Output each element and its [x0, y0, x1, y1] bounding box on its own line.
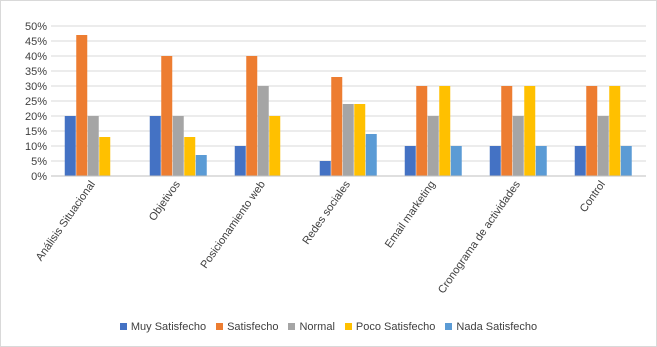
y-tick-label: 10% [25, 141, 47, 153]
bar-poco-satisfecho [354, 104, 366, 176]
bar-poco-satisfecho [609, 86, 621, 176]
bars [64, 35, 632, 176]
bar-poco-satisfecho [269, 116, 281, 176]
y-tick-label: 40% [25, 51, 47, 63]
legend-swatch [216, 323, 224, 330]
y-tick-label: 45% [25, 36, 47, 48]
legend-item: Poco Satisfecho [344, 321, 436, 333]
bar-satisfecho [586, 86, 598, 176]
x-tick-label: Objetivos [147, 178, 183, 223]
bar-muy-satisfecho [404, 146, 416, 176]
legend-label: Poco Satisfecho [355, 321, 436, 333]
bar-normal [342, 104, 354, 176]
bar-satisfecho [246, 56, 258, 176]
legend-item: Normal [288, 321, 335, 333]
x-tick-label: Análisis Situacional [34, 179, 98, 264]
bar-satisfecho [76, 35, 88, 176]
bar-nada-satisfecho [195, 155, 207, 176]
legend-item: Muy Satisfecho [119, 321, 207, 333]
y-tick-label: 5% [31, 156, 47, 168]
bar-muy-satisfecho [149, 116, 161, 176]
legend-label: Nada Satisfecho [456, 321, 538, 333]
bar-poco-satisfecho [99, 137, 111, 176]
bar-nada-satisfecho [365, 134, 377, 176]
legend-swatch [288, 323, 296, 330]
legend-swatch [119, 323, 127, 330]
bar-poco-satisfecho [524, 86, 536, 176]
legend: Muy Satisfecho Satisfecho Normal Poco Satis… [1, 321, 656, 333]
bar-nada-satisfecho [620, 146, 632, 176]
bar-satisfecho [501, 86, 513, 176]
legend-swatch [445, 323, 453, 330]
legend-item: Satisfecho [216, 321, 278, 333]
bar-muy-satisfecho [234, 146, 246, 176]
legend-item: Nada Satisfecho [445, 321, 537, 333]
bar-muy-satisfecho [319, 161, 331, 176]
bar-nada-satisfecho [450, 146, 462, 176]
bar-normal [597, 116, 609, 176]
legend-label: Normal [299, 321, 335, 333]
y-tick-label: 0% [31, 171, 47, 183]
bar-satisfecho [161, 56, 173, 176]
bar-normal [87, 116, 99, 176]
x-tick-label: Cronograma de actividades [436, 178, 523, 295]
legend-label: Muy Satisfecho [130, 321, 207, 333]
bar-normal [172, 116, 184, 176]
y-tick-label: 30% [25, 81, 47, 93]
bar-normal [512, 116, 524, 176]
x-tick-label: Email marketing [383, 179, 438, 250]
x-axis-ticks: Análisis Situacional Objetivos Posicionami… [34, 178, 608, 295]
bar-satisfecho [416, 86, 428, 176]
bar-muy-satisfecho [489, 146, 501, 176]
y-axis-ticks: 0% 5% 10% 15% 20% 25% 30% 35% 40% 45% 50% [25, 21, 47, 183]
bar-muy-satisfecho [64, 116, 76, 176]
bar-poco-satisfecho [184, 137, 196, 176]
legend-swatch [344, 323, 352, 330]
bar-poco-satisfecho [439, 86, 451, 176]
bar-satisfecho [331, 77, 343, 176]
y-tick-label: 15% [25, 126, 47, 138]
x-tick-label: Control [578, 179, 608, 215]
y-tick-label: 20% [25, 111, 47, 123]
x-tick-label: Redes sociales [300, 178, 353, 246]
bar-normal [427, 116, 439, 176]
bar-normal [257, 86, 269, 176]
y-tick-label: 35% [25, 66, 47, 78]
bar-muy-satisfecho [574, 146, 586, 176]
y-tick-label: 50% [25, 21, 47, 33]
x-tick-label: Posicionamiento web [199, 179, 268, 271]
y-tick-label: 25% [25, 96, 47, 108]
legend-label: Satisfecho [227, 321, 279, 333]
bar-nada-satisfecho [535, 146, 547, 176]
